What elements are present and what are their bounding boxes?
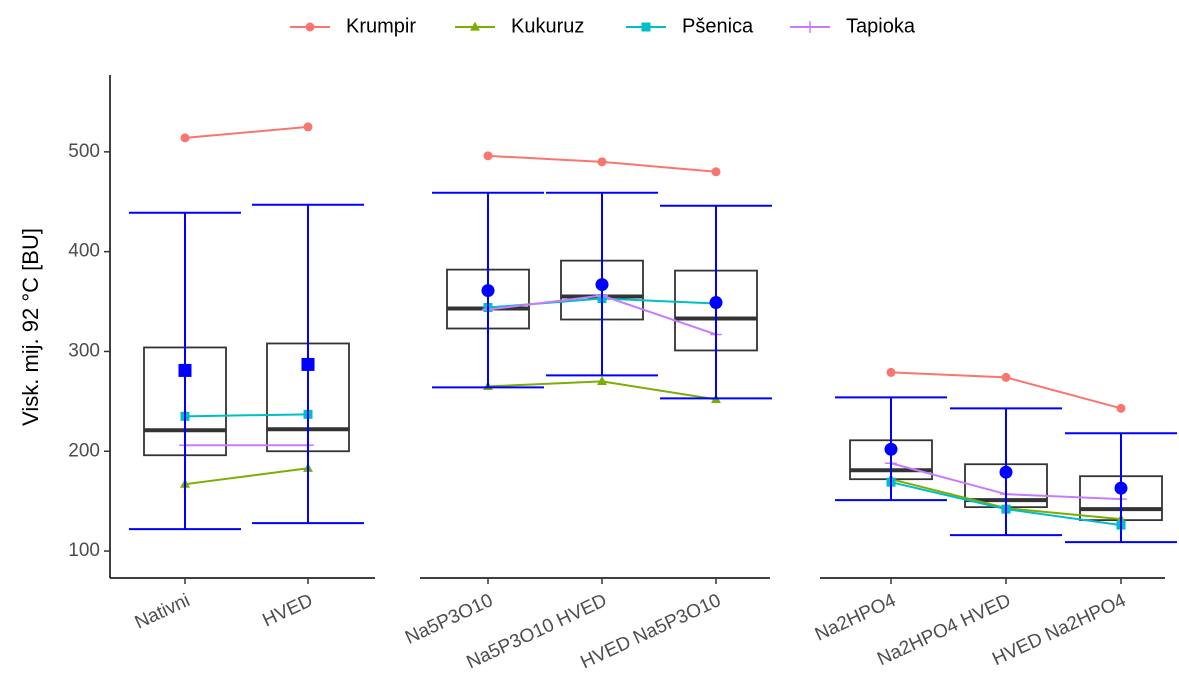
mean-point bbox=[999, 465, 1013, 479]
y-tick-label: 100 bbox=[68, 540, 100, 561]
series-point bbox=[597, 375, 607, 385]
y-tick-label: 400 bbox=[68, 241, 100, 262]
series-point bbox=[1001, 372, 1011, 382]
series-point bbox=[597, 157, 607, 167]
x-tick-label: Na2HPO4 bbox=[812, 590, 900, 646]
series-point bbox=[303, 122, 313, 132]
legend-marker bbox=[641, 22, 651, 32]
x-tick-label: Nativni bbox=[132, 590, 194, 634]
series-line bbox=[184, 413, 309, 418]
legend-label: Kukuruz bbox=[511, 15, 584, 37]
mean-point bbox=[178, 363, 192, 377]
mean-point bbox=[595, 278, 609, 292]
series-point bbox=[886, 367, 896, 377]
y-tick-label: 200 bbox=[68, 440, 100, 461]
series-point bbox=[711, 167, 721, 177]
legend-marker bbox=[305, 22, 315, 32]
mean-point bbox=[301, 357, 315, 371]
series-point bbox=[180, 133, 190, 143]
mean-point bbox=[1114, 481, 1128, 495]
legend-marker bbox=[470, 21, 480, 31]
y-tick-label: 300 bbox=[68, 340, 100, 361]
y-axis-title: Visk. mij. 92 °C [BU] bbox=[18, 228, 43, 426]
series-point bbox=[1116, 403, 1126, 413]
x-tick-label: HVED bbox=[260, 590, 317, 631]
mean-point bbox=[481, 284, 495, 298]
legend-label: Krumpir bbox=[346, 15, 416, 37]
series-line bbox=[184, 467, 309, 486]
series-point bbox=[483, 151, 493, 161]
legend-label: Tapioka bbox=[846, 15, 916, 37]
x-tick-label: Na5P3O10 bbox=[402, 590, 496, 649]
series-line bbox=[184, 125, 309, 139]
mean-point bbox=[709, 296, 723, 310]
mean-point bbox=[884, 442, 898, 456]
y-tick-label: 500 bbox=[68, 141, 100, 162]
legend-marker bbox=[804, 21, 816, 33]
legend-label: Pšenica bbox=[682, 15, 754, 37]
